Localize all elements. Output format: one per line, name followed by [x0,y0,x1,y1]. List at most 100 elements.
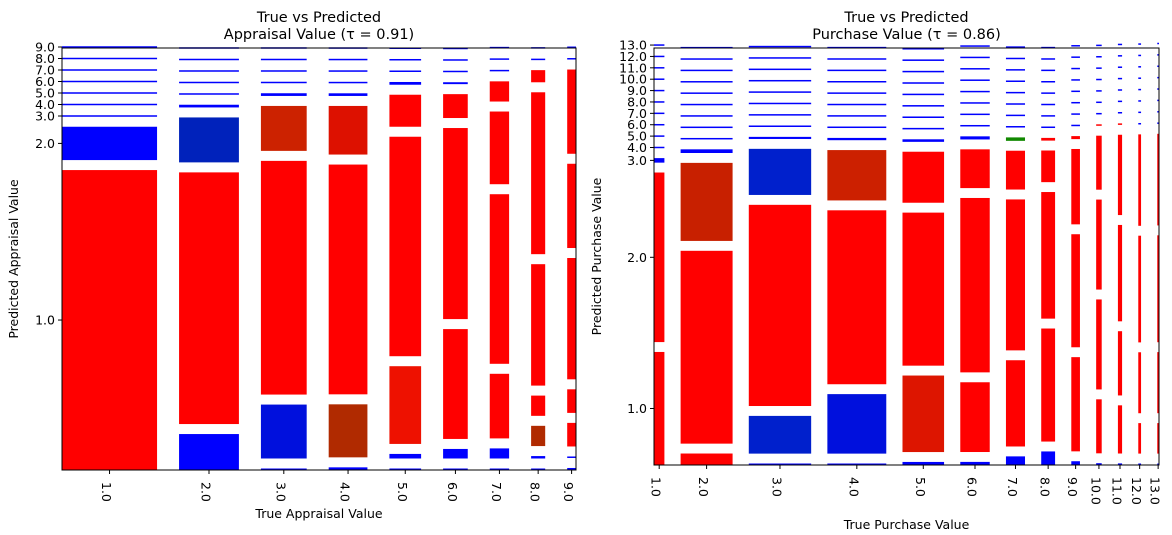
mosaic-cell-c3-r6 [748,125,812,127]
mosaic-cell-c7-r4 [489,194,510,364]
mosaic-cell-c1-r6 [654,123,665,126]
mosaic-cell-c10-r2 [1096,399,1102,454]
mosaic-cell-c6-r5 [960,136,990,140]
mosaic-cell-c6-r2 [960,382,990,453]
mosaic-cell-c12-r5 [1138,134,1142,226]
mosaic-cell-c9-r8 [567,58,576,60]
mosaic-cell-c12-r1 [1138,463,1142,465]
mosaic-cell-c6-r6 [960,124,990,127]
mosaic-cell-c1-r7 [654,112,665,115]
mosaic-cell-c8-r5 [531,264,546,386]
mosaic-cell-c1-r7 [62,69,158,71]
axes-frame [61,47,577,471]
mosaic-cell-c4-r6 [827,126,887,129]
x-tick-label: 7.0 [489,482,504,502]
y-tick-label: 4.0 [35,97,55,112]
y-tick-label: 8.0 [35,51,55,66]
mosaic-cell-c7-r2 [1005,360,1026,447]
mosaic-cell-c6-r1 [960,461,990,465]
mosaic-cell-c6-r3 [443,329,468,439]
y-tick-label: 3.0 [627,153,647,168]
mosaic-cell-c4-r2 [328,404,368,458]
mosaic-cell-c1-r2 [654,172,665,343]
mosaic-cell-c8-r3 [1041,192,1056,319]
y-tick-label: 3.0 [35,108,55,123]
mosaic-cell-c13-r13 [1157,42,1159,45]
mosaic-cell-c1-r5 [62,92,158,94]
x-tick-label: 2.0 [696,477,711,497]
y-tick-label: 6.0 [35,74,55,89]
mosaic-cell-c9-r4 [1071,148,1080,225]
mosaic-cell-c6-r4 [443,128,468,320]
mosaic-cell-c2-r3 [179,117,239,163]
chart-title-line2: Appraisal Value (τ = 0.91) [224,27,414,43]
mosaic-cell-c1-r10 [654,78,665,80]
mosaic-cell-c7-r4 [1005,150,1026,190]
mosaic-cell-c9-r5 [1071,136,1080,140]
mosaic-cell-c13-r12 [1157,54,1159,56]
y-tick-label: 12.0 [619,49,647,64]
y-axis-label: Predicted Purchase Value [589,177,604,335]
mosaic-cell-c6-r1 [443,468,468,470]
mosaic-cell-c2-r3 [680,162,733,241]
mosaic-cell-c9-r6 [567,163,576,249]
mosaic-cell-c3-r2 [260,404,307,459]
mosaic-cell-c8-r6 [531,92,546,255]
mosaic-cell-c9-r7 [1071,113,1080,115]
mosaic-cell-c10-r5 [1096,135,1102,190]
mosaic-cell-c4-r2 [827,394,887,454]
mosaic-cell-c7-r12 [1005,57,1026,60]
mosaic-cell-c5-r3 [389,366,422,444]
mosaic-cell-c5-r6 [389,81,422,85]
x-tick-label: 7.0 [1005,477,1020,497]
mosaic-cell-c1-r1 [654,351,665,465]
mosaic-cell-c7-r6 [489,81,510,102]
x-tick-label: 2.0 [198,482,213,502]
mosaic-cell-c3-r4 [748,148,812,195]
y-tick-label: 11.0 [619,60,647,75]
mosaic-cell-c10-r8 [1096,101,1102,104]
mosaic-cell-c10-r3 [1096,299,1102,390]
mosaic-cell-c12-r2 [1138,423,1142,454]
mosaic-cell-c13-r3 [1157,352,1159,414]
mosaic-cell-c4-r6 [328,81,368,84]
y-tick-label: 2.0 [627,250,647,265]
mosaic-cell-c3-r2 [748,415,812,454]
mosaic-cell-c8-r3 [531,425,546,447]
mosaic-cell-c13-r9 [1157,88,1159,90]
mosaic-cell-c10-r13 [1096,44,1102,47]
mosaic-cell-c4-r10 [827,81,887,83]
mosaic-cell-c5-r10 [902,82,945,84]
chart-title-line1: True vs Predicted [256,10,381,26]
mosaic-cell-c3-r12 [748,57,812,59]
mosaic-cell-c1-r4 [654,146,665,149]
y-tick-label: 13.0 [619,38,647,53]
mosaic-cell-c11-r6 [1117,123,1123,125]
mosaic-cell-c7-r1 [1005,456,1026,465]
mosaic-cell-c8-r12 [1041,58,1056,60]
mosaic-cell-c9-r7 [567,69,576,154]
x-axis-label: True Appraisal Value [254,506,382,521]
y-tick-label: 7.0 [627,106,647,121]
mosaic-cell-c2-r5 [179,93,239,95]
mosaic-cell-c4-r9 [827,92,887,94]
mosaic-cell-c2-r8 [680,103,733,106]
mosaic-cell-c6-r6 [443,82,468,85]
mosaic-cell-c9-r11 [1071,67,1080,70]
x-tick-label: 11.0 [1109,477,1124,505]
mosaic-cell-c8-r1 [1041,451,1056,465]
x-tick-label: 5.0 [913,477,928,497]
chart-purchase: 1.02.03.04.05.06.07.08.09.010.011.012.01… [589,10,1163,532]
mosaic-cell-c1-r6 [62,80,158,83]
mosaic-cell-c6-r7 [443,70,468,73]
mosaic-cell-c1-r9 [654,89,665,92]
mosaic-cell-c13-r5 [1157,133,1159,226]
mosaic-cell-c11-r11 [1117,66,1123,68]
mosaic-cell-c1-r8 [62,57,158,60]
x-tick-label: 6.0 [445,482,460,502]
chart-title-line2: Purchase Value (τ = 0.86) [812,27,1001,43]
mosaic-cell-c7-r13 [1005,46,1026,48]
mosaic-cell-c6-r9 [960,90,990,93]
mosaic-cell-c1-r11 [654,67,665,69]
mosaic-cell-c8-r7 [1041,115,1056,117]
